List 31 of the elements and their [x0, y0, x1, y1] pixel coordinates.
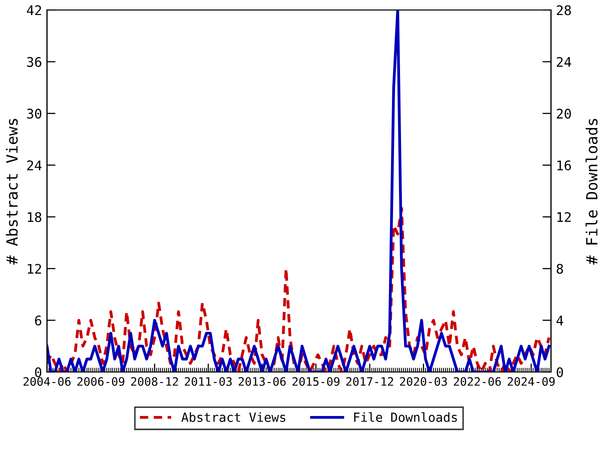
y2-tick-label: 12: [557, 212, 571, 222]
y2-tick-label: 4: [556, 316, 564, 326]
y-axis-title: # Abstract Views: [6, 118, 18, 265]
y2-tick-label: 20: [556, 108, 571, 119]
y-tick-label: 30: [27, 108, 42, 119]
x-tick-label: 2013-06: [238, 377, 286, 386]
x-tick-label: 2022-06: [454, 377, 501, 386]
x-tick-label: 2011-03: [184, 377, 232, 386]
y-tick-label: 0: [35, 367, 42, 378]
y2-tick-label: 0: [556, 367, 563, 378]
x-tick-label: 2008-12: [131, 377, 178, 386]
y2-tick-label: 8: [556, 264, 563, 274]
y-tick-label: 6: [35, 316, 42, 326]
y2-tick-label: 28: [556, 5, 571, 16]
x-tick-label: 2024-09: [508, 377, 555, 386]
y-tick-label: 24: [27, 160, 42, 170]
x-tick-label: 2004-06: [24, 377, 71, 386]
x-tick-label: 2015-09: [292, 377, 340, 386]
y-tick-label: 18: [28, 212, 42, 222]
x-tick-label: 2006-09: [77, 377, 124, 386]
x-tick-label: 2017-12: [346, 377, 394, 386]
legend-label: File Downloads: [354, 412, 457, 422]
x-tick-label: 2020-03: [400, 377, 447, 386]
y2-tick-label: 24: [556, 56, 572, 67]
y-tick-label: 36: [27, 56, 42, 67]
y-tick-label: 12: [28, 264, 42, 274]
y2-axis-title: # File Downloads: [586, 118, 598, 265]
y2-tick-label: 16: [557, 160, 571, 170]
y-tick-label: 42: [26, 5, 42, 16]
legend-label: Abstract Views: [181, 412, 286, 422]
line-series: [47, 10, 550, 372]
